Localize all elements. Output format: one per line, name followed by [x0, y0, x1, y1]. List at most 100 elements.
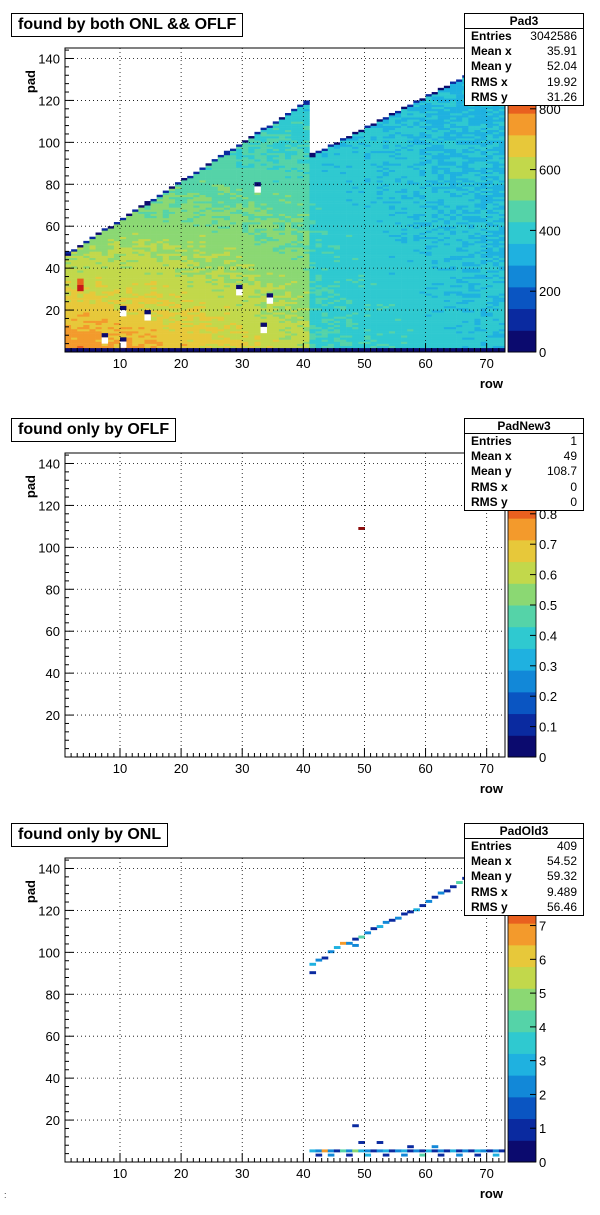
heatmap-cell: [193, 207, 200, 210]
heatmap-cell: [230, 240, 237, 244]
heatmap-cell: [205, 205, 212, 208]
heatmap-cell: [291, 268, 298, 271]
heatmap-cell: [126, 301, 133, 305]
heatmap-cell: [95, 341, 102, 344]
heatmap-cell: [211, 207, 219, 210]
heatmap-cell: [223, 236, 231, 240]
heatmap-cell: [297, 257, 304, 261]
heatmap-cell: [236, 261, 243, 265]
heatmap-cell: [315, 255, 322, 258]
heatmap-cell: [388, 175, 396, 179]
heatmap-cell: [297, 249, 304, 252]
heatmap-cell: [309, 205, 316, 208]
heatmap-cell: [285, 257, 292, 261]
heatmap-cell: [260, 312, 267, 315]
heatmap-cell: [150, 255, 157, 258]
heatmap-cell: [168, 328, 176, 332]
heatmap-cell: [333, 184, 341, 187]
heatmap-cell: [333, 303, 341, 307]
heatmap-cell: [266, 133, 274, 137]
heatmap-cell: [193, 291, 200, 294]
heatmap-cell: [236, 232, 243, 235]
heatmap-cell: [211, 335, 219, 338]
heatmap-cell: [327, 146, 335, 149]
heatmap-cell: [340, 184, 347, 187]
heatmap-cell: [309, 341, 316, 344]
heatmap-cell: [340, 257, 347, 261]
heatmap-cell: [138, 263, 145, 267]
heatmap-cell: [340, 318, 347, 321]
heatmap-cell: [382, 129, 390, 133]
heatmap-cell: [370, 335, 377, 338]
heatmap-cell: [71, 287, 78, 290]
heatmap-cell: [352, 293, 359, 296]
heatmap-cell: [315, 253, 322, 256]
heatmap-cell: [168, 310, 176, 313]
heatmap-cell: [254, 347, 261, 351]
heatmap-cell: [297, 129, 304, 133]
heatmap-cell: [260, 234, 267, 237]
heatmap-cell: [291, 182, 298, 185]
heatmap-cell: [327, 165, 335, 168]
heatmap-cell: [309, 255, 316, 258]
heatmap-cell: [101, 274, 109, 277]
heatmap-cell: [126, 284, 133, 288]
heatmap-cell: [162, 203, 170, 206]
heatmap-cell: [144, 287, 151, 290]
heatmap-cell: [364, 163, 371, 166]
heatmap-cell: [297, 228, 304, 231]
heatmap-cell: [346, 276, 353, 279]
heatmap-cell: [278, 123, 286, 126]
heatmap-cell: [138, 305, 145, 309]
heatmap-cell: [113, 316, 121, 319]
heatmap-cell: [388, 272, 396, 275]
heatmap-cell: [285, 207, 292, 210]
heatmap-cell: [199, 224, 206, 227]
heatmap-cell: [364, 133, 371, 137]
heatmap-cell: [266, 341, 274, 344]
heatmap-cell: [230, 207, 237, 210]
heatmap-cell: [187, 293, 194, 296]
heatmap-cell: [248, 177, 255, 181]
heatmap-cell: [113, 268, 121, 271]
heatmap-cell: [321, 284, 329, 288]
heatmap-cell: [230, 167, 237, 170]
heatmap-cell: [309, 203, 316, 206]
heatmap-cell: [364, 326, 371, 330]
heatmap-cell: [175, 303, 182, 307]
heatmap-cell: [223, 201, 231, 204]
heatmap-cell: [388, 192, 396, 196]
heatmap-cell: [346, 148, 353, 152]
heatmap-cell: [370, 232, 377, 235]
heatmap-cell: [254, 138, 261, 141]
heatmap-cell: [272, 284, 280, 288]
heatmap-cell: [327, 207, 335, 210]
heatmap-cell: [382, 345, 390, 349]
heatmap-cell: [395, 180, 402, 183]
heatmap-cell: [175, 196, 182, 200]
heatmap-cell: [272, 299, 280, 302]
heatmap-cell: [340, 349, 347, 353]
heatmap-cell: [266, 157, 274, 160]
heatmap-cell: [205, 247, 212, 250]
heatmap-cell: [150, 335, 157, 338]
heatmap-cell: [242, 175, 249, 179]
heatmap-cell: [83, 343, 90, 347]
heatmap-cell: [315, 165, 322, 168]
heatmap-cell: [162, 213, 170, 217]
heatmap-cell: [138, 303, 145, 307]
heatmap-cell: [382, 305, 390, 309]
heatmap-cell: [321, 263, 329, 267]
heatmap-cell: [346, 173, 353, 177]
heatmap-cell: [395, 184, 402, 187]
heatmap-cell: [156, 305, 164, 309]
heatmap-cell: [254, 261, 261, 265]
heatmap-cell: [388, 320, 396, 323]
heatmap-cell: [278, 266, 286, 269]
heatmap-cell: [138, 211, 145, 214]
heatmap-cell: [199, 318, 206, 321]
heatmap-cell: [370, 318, 377, 321]
heatmap-cell: [291, 125, 298, 128]
heatmap-cell: [358, 196, 365, 200]
heatmap-cell: [285, 184, 292, 187]
